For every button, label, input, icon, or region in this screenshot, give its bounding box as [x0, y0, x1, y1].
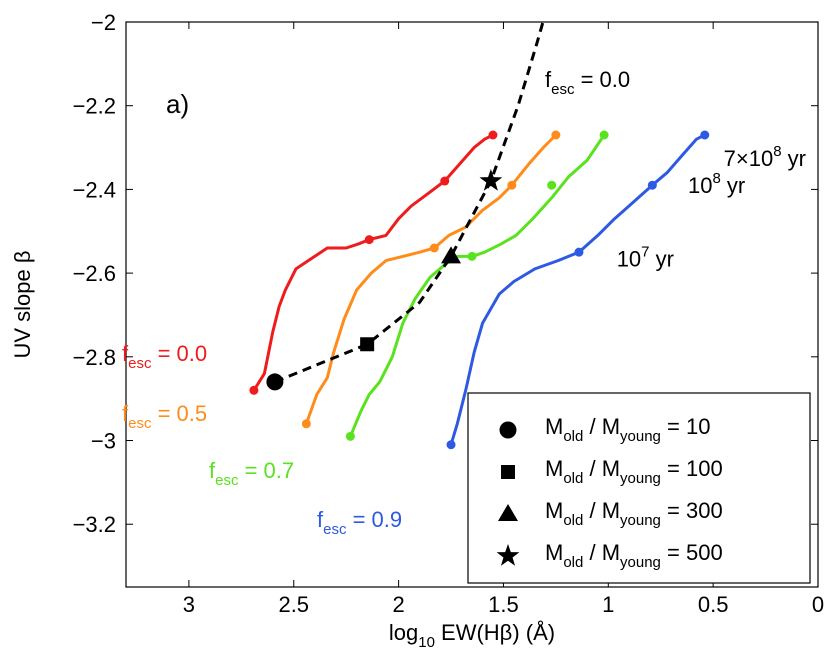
dashed-track-label: fesc = 0.0: [545, 67, 630, 98]
axes-layer: 3 2.5 2 1.5 1 0.5 0 −3.2 −3 −2.8 −2.6 −2.4 −2.2 −2: [73, 10, 825, 617]
series-0-age-marker-1: [364, 235, 374, 245]
series-line-2: [348, 133, 606, 438]
series-3-age-marker-0: [446, 440, 456, 450]
series-0-age-marker-0: [249, 385, 259, 395]
x-tick-label-6: 0: [812, 592, 824, 617]
series-2-age-marker-0: [345, 431, 355, 441]
legend-marker-triangle: [498, 504, 518, 521]
series-1-age-marker-3: [551, 130, 561, 140]
series-label-0: fesc = 0.0: [122, 341, 207, 372]
x-tick-label-0: 3: [183, 592, 195, 617]
y-tick-label-3: −2.6: [73, 261, 116, 286]
plot-layer: [249, 22, 710, 450]
series-0-age-marker-3: [488, 130, 498, 140]
series-3-age-marker-2: [647, 180, 657, 190]
legend-entry-3: Mold / Myoung = 500: [545, 540, 723, 571]
y-tick-label-0: −3.2: [73, 512, 116, 537]
y-axis-label: UV slope β: [10, 250, 35, 358]
series-1-age-marker-1: [429, 243, 439, 253]
ratio-marker-square: [360, 337, 375, 352]
age-label-1: 108 yr: [688, 170, 745, 198]
legend-entry-1: Mold / Myoung = 100: [545, 456, 723, 487]
series-label-1: fesc = 0.5: [122, 401, 207, 432]
y-tick-label-4: −2.4: [73, 177, 116, 202]
y-tick-label-2: −2.8: [73, 345, 116, 370]
age-label-0: 7×108 yr: [724, 143, 806, 171]
x-tick-label-1: 2.5: [278, 592, 309, 617]
x-axis-label: log10 EW(Hβ) (Å): [389, 620, 555, 651]
series-3-age-marker-1: [574, 247, 584, 257]
y-tick-label-6: −2: [91, 10, 116, 35]
x-tick-label-2: 2: [392, 592, 404, 617]
age-label-2: 107 yr: [617, 243, 674, 271]
legend-entry-0: Mold / Myoung = 10: [545, 414, 710, 445]
legend-box: [467, 392, 811, 584]
series-1-age-marker-0: [301, 419, 311, 429]
series-2-age-marker-3: [599, 130, 609, 140]
series-line-0: [252, 133, 495, 392]
series-2-age-marker-1: [467, 251, 477, 261]
series-label-3: fesc = 0.9: [317, 507, 402, 538]
panel-label: a): [166, 89, 189, 119]
ratio-marker-circle: [266, 373, 284, 391]
series-1-age-marker-2: [507, 180, 517, 190]
labels-layer: log10 EW(Hβ) (Å) UV slope β a) fesc = 0.0 fe…: [10, 67, 806, 651]
ratio-marker-star: [479, 169, 503, 191]
y-tick-label-5: −2.2: [73, 94, 116, 119]
series-label-2: fesc = 0.7: [209, 458, 294, 489]
ratio-marker-triangle: [441, 246, 462, 264]
series-2-age-marker-2: [547, 180, 557, 190]
legend-marker-square: [501, 465, 515, 479]
legend-marker-star: [496, 544, 520, 566]
x-tick-label-5: 0.5: [698, 592, 729, 617]
y-tick-label-1: −3: [91, 429, 116, 454]
series-3-age-marker-3: [700, 130, 710, 140]
x-tick-label-3: 1.5: [488, 592, 519, 617]
series-line-3: [449, 133, 707, 447]
axes-frame: [125, 21, 819, 588]
legend-entry-2: Mold / Myoung = 300: [545, 498, 723, 529]
legend: Mold / Myoung = 10 Mold / Myoung = 100 Mol…: [467, 392, 811, 584]
legend-marker-circle: [499, 421, 517, 439]
x-tick-label-4: 1: [602, 592, 614, 617]
dashed-track-line: [274, 22, 545, 384]
series-0-age-marker-2: [440, 176, 450, 186]
